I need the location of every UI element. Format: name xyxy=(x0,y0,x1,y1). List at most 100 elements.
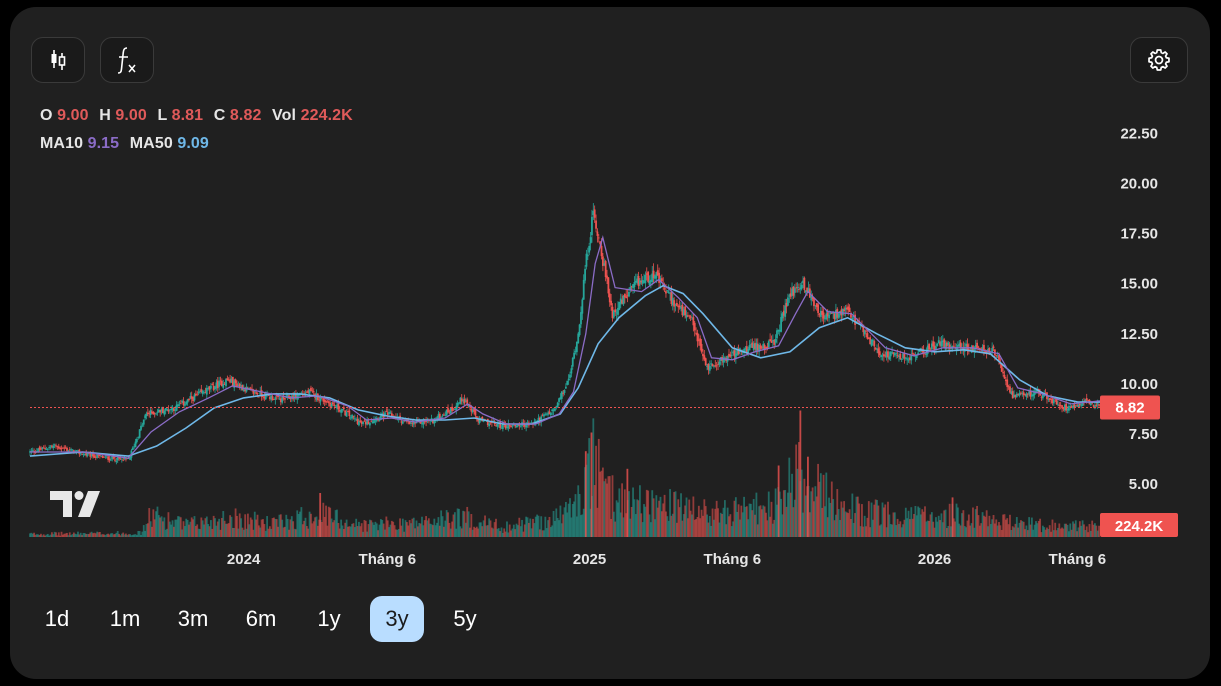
candle-body xyxy=(406,419,408,422)
candle-body xyxy=(615,312,618,314)
candle-body xyxy=(426,419,429,422)
candlestick-toggle-button[interactable] xyxy=(31,37,85,83)
candle-body xyxy=(763,344,766,350)
period-3y[interactable]: 3y xyxy=(370,596,424,642)
volume-bar xyxy=(201,520,204,537)
volume-bar xyxy=(90,531,93,537)
volume-bar xyxy=(29,533,31,537)
candle-body xyxy=(1046,392,1048,400)
candle-body xyxy=(939,342,941,346)
candle-body xyxy=(174,409,177,411)
candle-body xyxy=(706,365,708,367)
volume-bar xyxy=(203,524,205,537)
volume-bar xyxy=(780,498,782,537)
candle-body xyxy=(273,398,275,400)
candle-body xyxy=(293,393,296,399)
volume-bar xyxy=(231,527,234,537)
candle-body xyxy=(548,411,551,415)
volume-bar xyxy=(1046,527,1048,537)
candle-body xyxy=(30,450,33,453)
candle-body xyxy=(951,346,954,349)
volume-bar xyxy=(841,507,844,537)
candle-body xyxy=(641,280,644,284)
volume-bar xyxy=(56,535,59,537)
volume-bar xyxy=(1021,521,1024,537)
volume-bar xyxy=(242,529,245,537)
volume-bar xyxy=(581,514,584,537)
period-1y[interactable]: 1y xyxy=(317,606,341,631)
candle-body xyxy=(367,421,370,424)
candle-body xyxy=(389,412,392,414)
candle-body xyxy=(104,456,107,458)
volume-bar xyxy=(558,520,560,537)
settings-button[interactable] xyxy=(1130,37,1188,83)
candle-body xyxy=(733,350,736,357)
volume-bar xyxy=(1081,520,1084,537)
candle-body xyxy=(414,422,417,424)
candle-body xyxy=(828,314,830,319)
candle-body xyxy=(167,409,170,412)
period-1d[interactable]: 1d xyxy=(44,606,70,631)
volume-bar xyxy=(980,523,983,537)
volume-bar xyxy=(108,534,111,537)
volume-bar xyxy=(501,532,504,537)
volume-bar xyxy=(922,511,925,537)
volume-bar xyxy=(1094,523,1096,537)
candle-body xyxy=(225,379,227,387)
period-3m[interactable]: 3m xyxy=(177,606,209,631)
volume-bar xyxy=(459,526,462,537)
candle-body xyxy=(911,353,914,354)
indicators-button[interactable] xyxy=(100,37,154,83)
volume-bar xyxy=(822,474,825,537)
candle-body xyxy=(1024,394,1026,396)
volume-bar xyxy=(212,515,215,537)
candle-body xyxy=(959,342,962,349)
volume-bar xyxy=(392,521,395,537)
candle-body xyxy=(1026,393,1029,395)
candle-body xyxy=(799,287,802,290)
candle-body xyxy=(126,458,129,460)
volume-bar xyxy=(486,525,489,537)
volume-bar xyxy=(777,487,780,537)
volume-bar xyxy=(347,526,349,537)
volume-bar xyxy=(511,528,514,537)
candle-body xyxy=(643,280,645,283)
candle-body xyxy=(360,421,363,424)
candle-body xyxy=(741,351,744,353)
volume-bar xyxy=(259,527,262,537)
volume-bar xyxy=(255,519,258,537)
volume-bar xyxy=(452,514,455,537)
candle-body xyxy=(448,411,451,413)
candle-body xyxy=(1002,372,1005,374)
volume-bar xyxy=(893,512,896,537)
candle-body xyxy=(821,310,824,315)
volume-bar xyxy=(640,513,643,537)
volume-bar xyxy=(877,505,880,537)
candle-body xyxy=(219,380,222,382)
period-1m[interactable]: 1m xyxy=(109,606,141,631)
volume-bar xyxy=(237,528,240,537)
candle-body xyxy=(508,425,511,427)
candle-body xyxy=(630,286,633,287)
candle-body xyxy=(936,343,939,346)
volume-bar xyxy=(289,519,292,537)
volume-bar xyxy=(257,525,260,537)
candle-body xyxy=(796,286,799,288)
period-5y[interactable]: 5y xyxy=(453,606,477,631)
volume-bar xyxy=(393,525,396,537)
candle-body xyxy=(133,446,136,448)
candle-body xyxy=(366,419,369,425)
candle-body xyxy=(45,449,48,451)
volume-bar xyxy=(1068,531,1070,537)
period-6m[interactable]: 6m xyxy=(245,606,277,631)
volume-bar xyxy=(887,501,889,537)
volume-bar xyxy=(247,513,249,537)
volume-bar xyxy=(281,519,284,537)
volume-bar xyxy=(384,529,386,537)
candle-body xyxy=(837,313,840,318)
candle-body xyxy=(33,451,36,453)
candle-body xyxy=(92,452,94,457)
candle-body xyxy=(97,455,100,457)
candle-body xyxy=(407,420,410,422)
candle-body xyxy=(817,304,819,313)
